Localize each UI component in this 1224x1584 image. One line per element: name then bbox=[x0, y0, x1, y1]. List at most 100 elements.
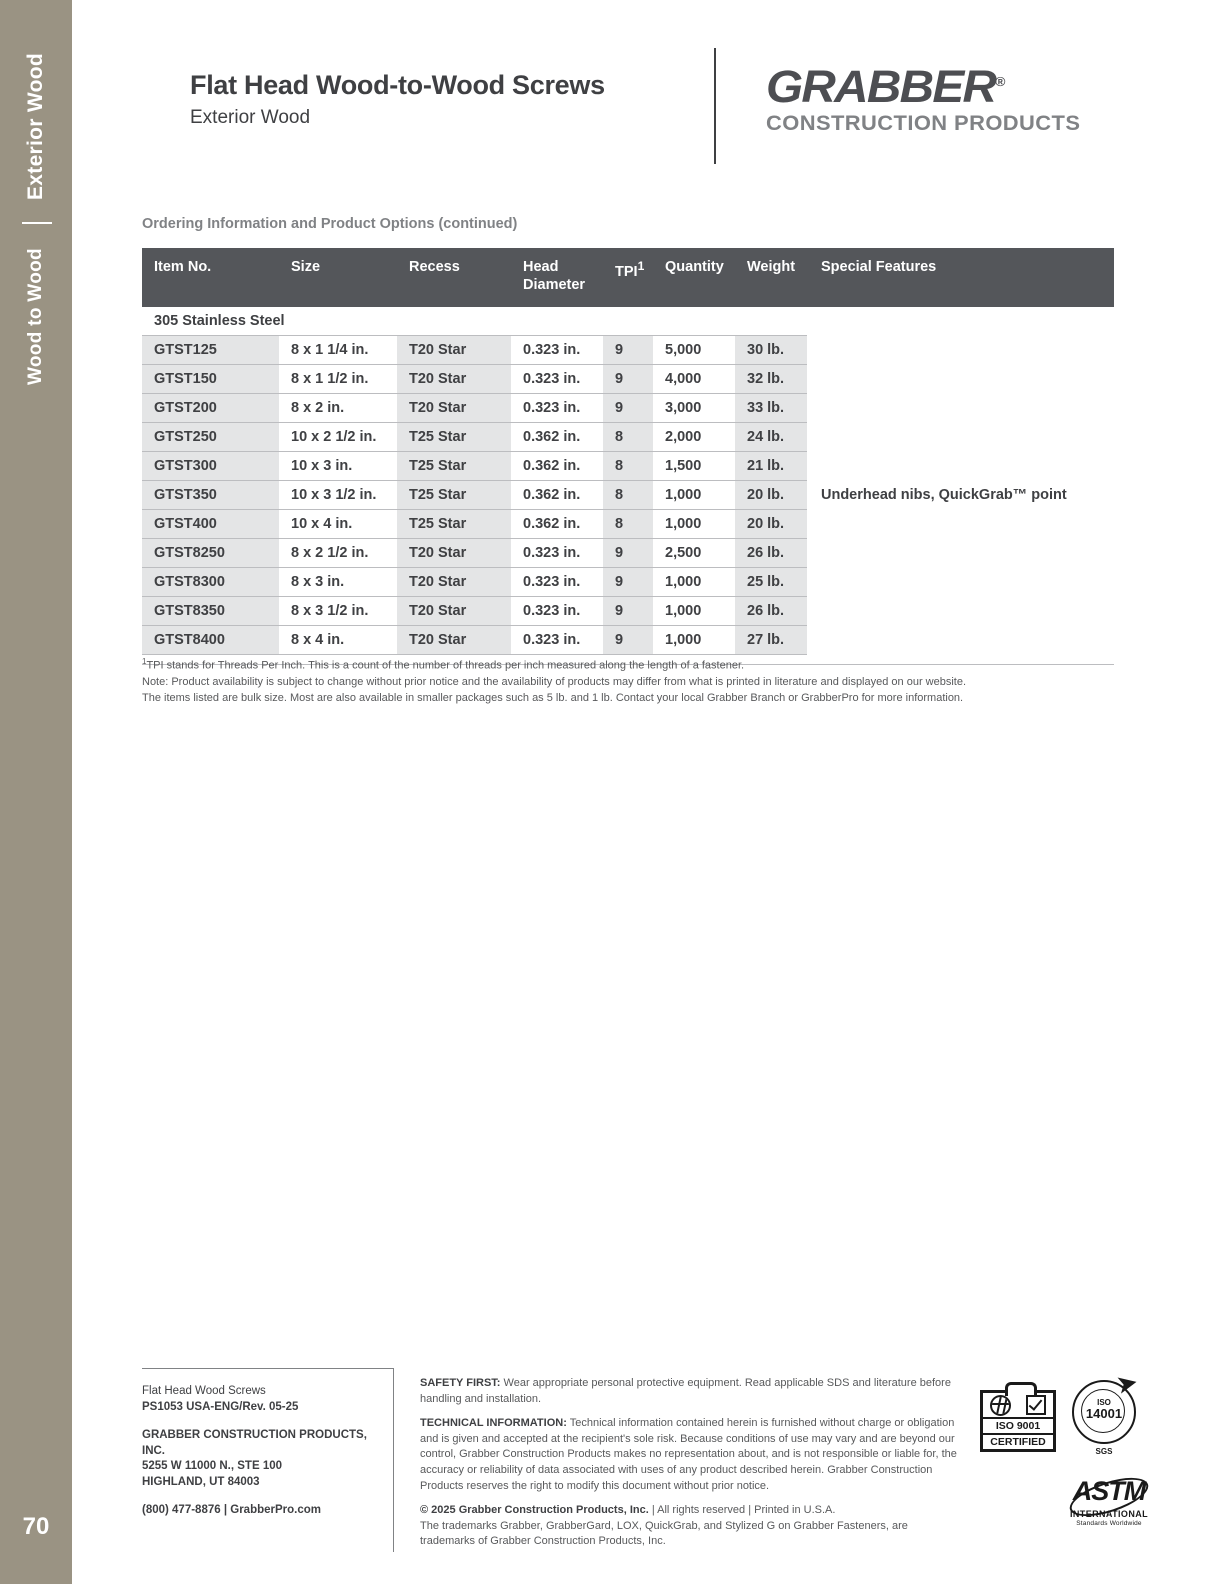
cell-tpi: 8 bbox=[603, 509, 653, 540]
cell-size: 10 x 2 1/2 in. bbox=[279, 422, 397, 453]
column-header-size: Size bbox=[279, 248, 397, 308]
cell-quantity: 2,000 bbox=[653, 422, 735, 453]
cell-quantity: 3,000 bbox=[653, 393, 735, 424]
cell-recess: T20 Star bbox=[397, 335, 511, 366]
table-row: GTST8250 8 x 2 1/2 in. T20 Star 0.323 in. 9 2… bbox=[142, 538, 1114, 569]
astm-badge-icon: ASTM INTERNATIONAL Standards Worldwide bbox=[1065, 1470, 1153, 1527]
footer-legal-block: SAFETY FIRST: Wear appropriate personal … bbox=[420, 1376, 965, 1559]
cell-recess: T25 Star bbox=[397, 422, 511, 453]
column-header-weight: Weight bbox=[735, 248, 807, 308]
cell-tpi: 8 bbox=[603, 480, 653, 511]
iso-14001-number: 14001 bbox=[1085, 1406, 1123, 1421]
footer-contact[interactable]: (800) 477-8876 | GrabberPro.com bbox=[142, 1504, 321, 1517]
globe-icon bbox=[990, 1394, 1012, 1416]
cell-quantity: 1,000 bbox=[653, 625, 735, 656]
registered-trademark-icon: ® bbox=[995, 74, 1006, 89]
sidebar-tab-wood-to-wood: Wood to Wood bbox=[25, 248, 46, 386]
cell-weight: 20 lb. bbox=[735, 509, 807, 540]
copyright-paragraph: © 2025 Grabber Construction Products, In… bbox=[420, 1503, 965, 1550]
logo-wordmark-label: GRABBER bbox=[766, 61, 997, 112]
iso-9001-briefcase-icon: ISO 9001 CERTIFIED bbox=[980, 1382, 1056, 1452]
cell-recess: T20 Star bbox=[397, 596, 511, 627]
footnote-tpi: 1TPI stands for Threads Per Inch. This i… bbox=[142, 656, 1042, 674]
tpi-footnote-marker: 1 bbox=[637, 259, 645, 273]
product-table-wrapper: Item No. Size Recess Head Diameter TPI1 Q… bbox=[142, 248, 1114, 666]
footer-address-line-2: HIGHLAND, UT 84003 bbox=[142, 1476, 260, 1489]
cell-size: 10 x 4 in. bbox=[279, 509, 397, 540]
cell-head-diameter: 0.362 in. bbox=[511, 451, 603, 482]
cell-tpi: 9 bbox=[603, 596, 653, 627]
cell-recess: T25 Star bbox=[397, 451, 511, 482]
iso-9001-line-2: CERTIFIED bbox=[983, 1433, 1053, 1449]
footnote-availability: Note: Product availability is subject to… bbox=[142, 675, 967, 688]
table-row: GTST400 10 x 4 in. T25 Star 0.362 in. 8 1,000… bbox=[142, 509, 1114, 540]
iso-14001-badge-icon: ➤ ISO 14001 SGS bbox=[1072, 1366, 1141, 1456]
cell-item-no: GTST200 bbox=[142, 393, 279, 424]
cell-weight: 25 lb. bbox=[735, 567, 807, 598]
cell-recess: T20 Star bbox=[397, 625, 511, 656]
column-header-recess: Recess bbox=[397, 248, 511, 308]
table-row: GTST8300 8 x 3 in. T20 Star 0.323 in. 9 1,000… bbox=[142, 567, 1114, 598]
copyright-label: © 2025 Grabber Construction Products, In… bbox=[420, 1504, 649, 1517]
cell-weight: 33 lb. bbox=[735, 393, 807, 424]
cell-size: 10 x 3 in. bbox=[279, 451, 397, 482]
astm-logo-text: ASTM bbox=[1065, 1470, 1153, 1524]
cell-head-diameter: 0.323 in. bbox=[511, 596, 603, 627]
copyright-text: | All rights reserved | Printed in U.S.A… bbox=[648, 1504, 836, 1517]
technical-information-paragraph: TECHNICAL INFORMATION: Technical informa… bbox=[420, 1416, 965, 1494]
cell-tpi: 9 bbox=[603, 393, 653, 424]
cell-weight: 21 lb. bbox=[735, 451, 807, 482]
iso-14001-small-label: ISO bbox=[1097, 1398, 1111, 1407]
table-header: Item No. Size Recess Head Diameter TPI1 Q… bbox=[142, 248, 1114, 308]
cell-quantity: 1,500 bbox=[653, 451, 735, 482]
iso-9001-symbols bbox=[983, 1393, 1053, 1419]
cell-item-no: GTST125 bbox=[142, 335, 279, 366]
cell-size: 8 x 3 in. bbox=[279, 567, 397, 598]
cell-head-diameter: 0.323 in. bbox=[511, 364, 603, 395]
cell-item-no: GTST8400 bbox=[142, 625, 279, 656]
sidebar-divider bbox=[22, 222, 52, 224]
left-sidebar: Exterior Wood Wood to Wood 70 bbox=[0, 0, 72, 1584]
cell-tpi: 9 bbox=[603, 364, 653, 395]
cell-tpi: 9 bbox=[603, 335, 653, 366]
cell-recess: T20 Star bbox=[397, 393, 511, 424]
column-header-item-no: Item No. bbox=[142, 248, 279, 308]
sgs-label: SGS bbox=[1095, 1447, 1113, 1456]
cell-weight: 20 lb. bbox=[735, 480, 807, 511]
column-header-head-diameter-label: Head Diameter bbox=[523, 259, 586, 293]
section-label: Ordering Information and Product Options… bbox=[142, 216, 518, 232]
logo-tagline: CONSTRUCTION PRODUCTS bbox=[766, 111, 1081, 135]
cell-item-no: GTST300 bbox=[142, 451, 279, 482]
iso-14001-inner-ring bbox=[1081, 1389, 1125, 1433]
cell-item-no: GTST8250 bbox=[142, 538, 279, 569]
cell-recess: T25 Star bbox=[397, 509, 511, 540]
cell-weight: 32 lb. bbox=[735, 364, 807, 395]
cell-size: 8 x 2 1/2 in. bbox=[279, 538, 397, 569]
cell-tpi: 9 bbox=[603, 567, 653, 598]
footer-doc-code: PS1053 USA-ENG/Rev. 05-25 bbox=[142, 1400, 299, 1413]
footer-address-line-1: 5255 W 11000 N., STE 100 bbox=[142, 1460, 283, 1473]
table-group-header-label: 305 Stainless Steel bbox=[142, 307, 807, 337]
cell-size: 8 x 3 1/2 in. bbox=[279, 596, 397, 627]
footer-doc-title: Flat Head Wood Screws bbox=[142, 1385, 266, 1397]
cell-weight: 27 lb. bbox=[735, 625, 807, 656]
cell-tpi: 9 bbox=[603, 538, 653, 569]
iso-14001-text: ISO 14001 bbox=[1074, 1398, 1134, 1421]
trademark-text: The trademarks Grabber, GrabberGard, LOX… bbox=[420, 1519, 908, 1548]
page-number: 70 bbox=[22, 1513, 50, 1540]
footer-company-name: GRABBER CONSTRUCTION PRODUCTS, INC. bbox=[142, 1428, 367, 1457]
table-row: GTST150 8 x 1 1/2 in. T20 Star 0.323 in. 9 4,… bbox=[142, 364, 1114, 395]
astm-logo-label: ASTM bbox=[1072, 1476, 1146, 1506]
footer-spacer bbox=[142, 1416, 393, 1428]
cell-weight: 26 lb. bbox=[735, 596, 807, 627]
footer-left-block: Flat Head Wood Screws PS1053 USA-ENG/Rev… bbox=[142, 1368, 394, 1552]
cell-recess: T20 Star bbox=[397, 538, 511, 569]
cell-size: 8 x 4 in. bbox=[279, 625, 397, 656]
page-footer: Flat Head Wood Screws PS1053 USA-ENG/Rev… bbox=[142, 1366, 1153, 1559]
cell-head-diameter: 0.362 in. bbox=[511, 422, 603, 453]
cell-quantity: 1,000 bbox=[653, 480, 735, 511]
footer-spacer-2 bbox=[142, 1491, 393, 1503]
astm-tagline: Standards Worldwide bbox=[1076, 1520, 1142, 1527]
page-title: Flat Head Wood-to-Wood Screws bbox=[190, 70, 605, 100]
cell-head-diameter: 0.323 in. bbox=[511, 567, 603, 598]
